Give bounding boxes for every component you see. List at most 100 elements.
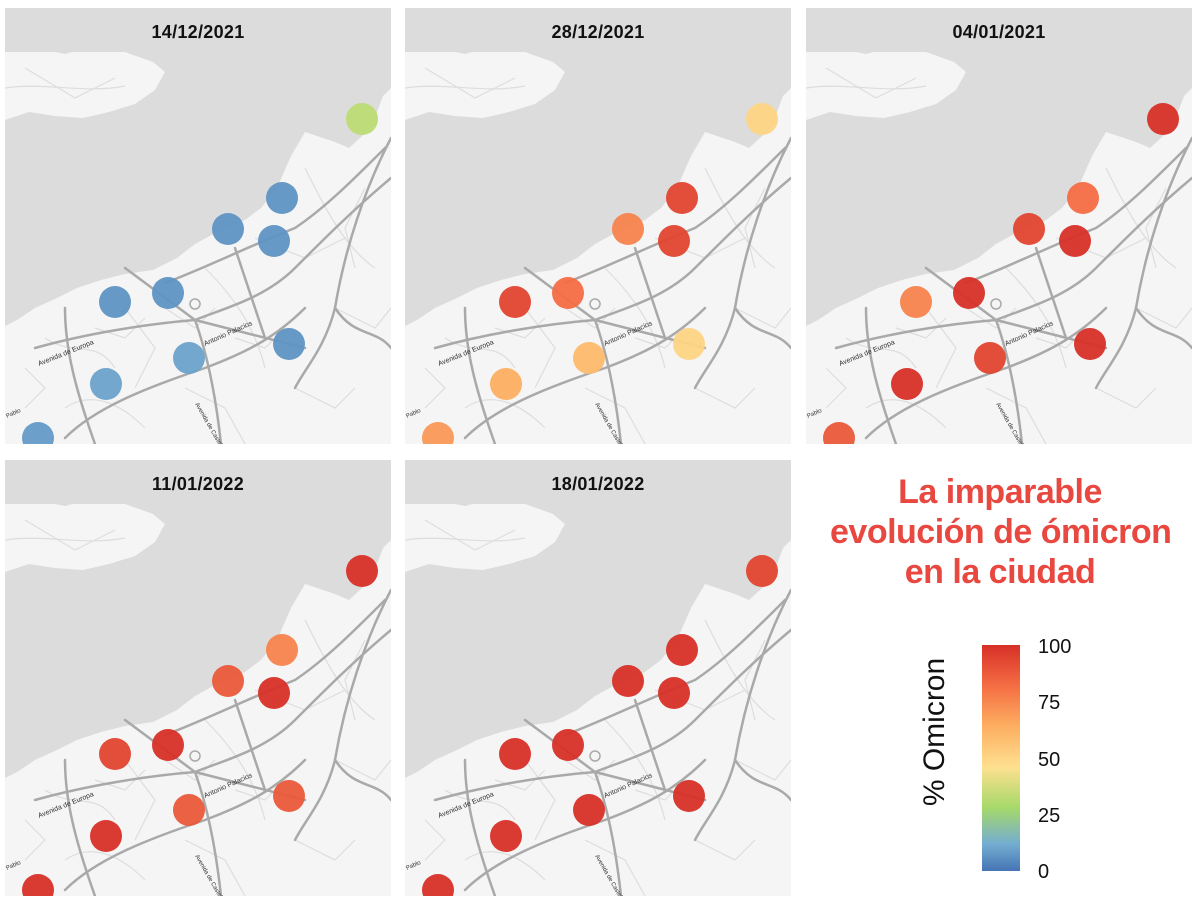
map-road-minor: [5, 537, 126, 542]
omicron-point-10: [422, 874, 454, 896]
omicron-point-2: [266, 634, 298, 666]
map-road-minor: [694, 839, 756, 861]
street-label-edge: Pablo: [5, 860, 22, 872]
map-road-main: [333, 306, 391, 350]
omicron-point-9: [490, 368, 522, 400]
panel-date-label: 28/12/2021: [551, 22, 645, 42]
omicron-point-2: [1067, 182, 1099, 214]
omicron-point-1: [346, 103, 378, 135]
omicron-point-2: [266, 182, 298, 214]
map-road-main: [733, 758, 791, 802]
map-road-main: [433, 770, 597, 802]
street-label-edge: Pablo: [405, 860, 422, 872]
date-header-strip: [806, 8, 1192, 52]
map-road-minor: [334, 307, 391, 329]
map-road-main: [63, 758, 97, 896]
map-road-main: [333, 758, 391, 802]
omicron-point-7: [1074, 328, 1106, 360]
map-land-peninsula: [405, 498, 565, 572]
map-road-minor: [524, 759, 556, 841]
street-label-edge: Pablo: [5, 408, 22, 420]
map-road-minor: [424, 367, 446, 409]
map-panel-3: Avenida de Europa Antonio Palacios Avenida…: [806, 8, 1192, 444]
omicron-point-7: [273, 328, 305, 360]
omicron-point-9: [490, 820, 522, 852]
omicron-point-1: [746, 555, 778, 587]
map-road-minor: [424, 819, 446, 861]
street-label-edge: Pablo: [806, 408, 823, 420]
omicron-point-10: [22, 422, 54, 444]
map-road-minor: [464, 851, 546, 881]
title-line-2: evolución de ómicron: [830, 513, 1172, 551]
map-road-main: [33, 318, 197, 350]
map-road-main: [233, 698, 267, 792]
map-road-minor: [925, 307, 957, 389]
omicron-point-8: [573, 342, 605, 374]
map-road-main: [63, 306, 97, 444]
map-road-minor: [734, 759, 791, 781]
map-roundabout: [990, 298, 1002, 310]
map-road-minor: [744, 639, 766, 721]
map-road-main: [864, 306, 898, 444]
map-road-minor: [344, 187, 366, 269]
omicron-point-5: [900, 286, 932, 318]
map-road-minor: [604, 267, 666, 369]
map-road-main: [463, 758, 707, 892]
map-road-minor: [524, 307, 556, 389]
title-line-1: La imparable: [898, 473, 1102, 511]
omicron-point-1: [746, 103, 778, 135]
omicron-point-3: [612, 665, 644, 697]
omicron-point-6: [152, 729, 184, 761]
map-road-minor: [204, 719, 266, 821]
map-road-main: [1094, 136, 1192, 390]
omicron-point-4: [658, 677, 690, 709]
omicron-point-1: [346, 555, 378, 587]
map-road-main: [593, 770, 623, 896]
map-road-minor: [124, 307, 156, 389]
map-road-main: [563, 146, 787, 285]
map-road-main: [463, 306, 707, 440]
map-road-minor: [744, 187, 766, 269]
omicron-point-5: [99, 286, 131, 318]
map-road-minor: [806, 85, 927, 90]
map-road-minor: [604, 719, 666, 821]
map-road-main: [233, 246, 267, 340]
map-roundabout: [189, 750, 201, 762]
map-road-minor: [304, 167, 376, 269]
map-road-minor: [24, 519, 116, 551]
legend-tick-100: 100: [1038, 636, 1072, 658]
map-road-minor: [704, 619, 776, 721]
omicron-point-5: [499, 286, 531, 318]
map-road-main: [433, 318, 597, 350]
legend-color-bar: [982, 645, 1020, 871]
map-road-minor: [405, 537, 526, 542]
map-road-minor: [694, 387, 756, 409]
map-road-minor: [294, 839, 356, 861]
map-road-minor: [405, 85, 526, 90]
map-road-main: [193, 318, 223, 444]
omicron-point-8: [173, 794, 205, 826]
omicron-point-4: [258, 677, 290, 709]
omicron-point-4: [658, 225, 690, 257]
map-road-main: [63, 306, 307, 440]
map-road-main: [193, 770, 223, 896]
omicron-point-6: [552, 729, 584, 761]
omicron-point-6: [552, 277, 584, 309]
map-road-minor: [1135, 307, 1192, 329]
map-road-minor: [584, 839, 646, 896]
map-road-main: [834, 318, 998, 350]
omicron-point-6: [152, 277, 184, 309]
map-road-minor: [24, 67, 116, 99]
map-land-peninsula: [5, 46, 165, 120]
map-road-main: [1134, 306, 1192, 350]
map-road-main: [864, 306, 1108, 440]
map-panel-1: Avenida de Europa Antonio Palacios Avenida…: [5, 8, 391, 444]
map-road-minor: [344, 639, 366, 721]
map-road-main: [163, 146, 387, 285]
omicron-point-3: [1013, 213, 1045, 245]
map-road-minor: [334, 759, 391, 781]
